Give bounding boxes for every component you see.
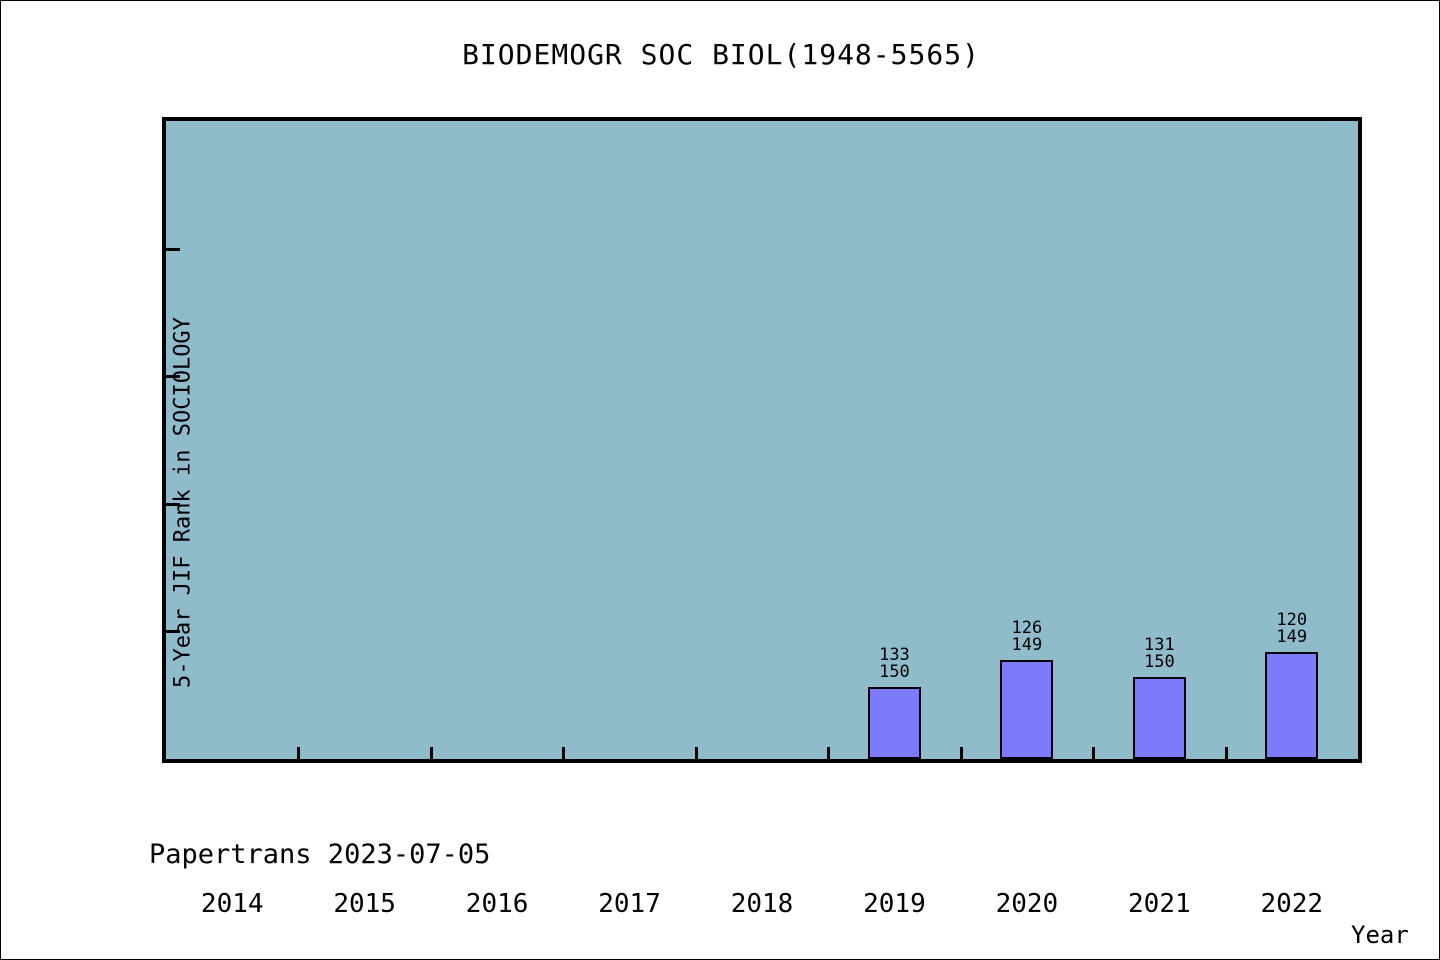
x-tick-label: 2016: [465, 889, 529, 919]
bar-rank-value: 133: [879, 644, 910, 665]
x-tick-mark: [1224, 747, 1228, 759]
x-tick-label: 2022: [1260, 889, 1324, 919]
bar-total-value: 150: [879, 661, 910, 682]
y-axis-title: 5-Year JIF Rank in SOCIOLOGY: [170, 317, 196, 688]
x-tick-mark: [562, 747, 566, 759]
x-tick-label: 2020: [995, 889, 1059, 919]
bar-value-label: 131 150: [1099, 637, 1219, 671]
bar-value-label: 126 149: [967, 620, 1087, 654]
y-tick-mark: [166, 502, 180, 506]
x-tick-label: 2015: [333, 889, 396, 919]
bar-value-label: 120 149: [1232, 609, 1352, 647]
y-tick-mark: [166, 375, 180, 379]
y-tick-mark: [166, 630, 180, 634]
plot-inner: 0.00.20.40.60.81.01331501261491311501201…: [166, 121, 1358, 759]
y-tick-mark: [166, 247, 180, 251]
x-tick-label: 2014: [200, 889, 264, 919]
x-tick-mark: [694, 747, 698, 759]
bar-total-value: 149: [1276, 626, 1308, 647]
bar-total-value: 150: [1143, 652, 1175, 673]
x-tick-label: 2018: [730, 889, 794, 919]
x-tick-mark: [429, 747, 433, 759]
bar-value-label: 133 150: [834, 644, 954, 682]
x-tick-label: 2017: [598, 889, 661, 919]
x-tick-mark: [959, 747, 963, 759]
x-tick-mark: [827, 747, 831, 759]
bar[interactable]: [1000, 660, 1054, 759]
bar[interactable]: [867, 686, 921, 759]
plot-area: 0.00.20.40.60.81.01331501261491311501201…: [162, 117, 1409, 949]
x-tick-mark: [297, 747, 301, 759]
bar-rank-value: 131: [1143, 635, 1175, 656]
x-tick-label: 2019: [863, 889, 926, 919]
x-axis-title: Year: [1351, 921, 1409, 949]
bar[interactable]: [1132, 677, 1186, 759]
x-tick-label: 2021: [1128, 889, 1191, 919]
x-tick-mark: [1092, 747, 1096, 759]
bar[interactable]: [1265, 651, 1319, 759]
bar-total-value: 149: [1011, 635, 1043, 656]
footer-caption: Papertrans 2023-07-05: [149, 839, 491, 870]
bar-rank-value: 120: [1276, 609, 1308, 630]
page-title: BIODEMOGR SOC BIOL(1948-5565): [462, 38, 980, 71]
bar-rank-value: 126: [1011, 618, 1043, 639]
